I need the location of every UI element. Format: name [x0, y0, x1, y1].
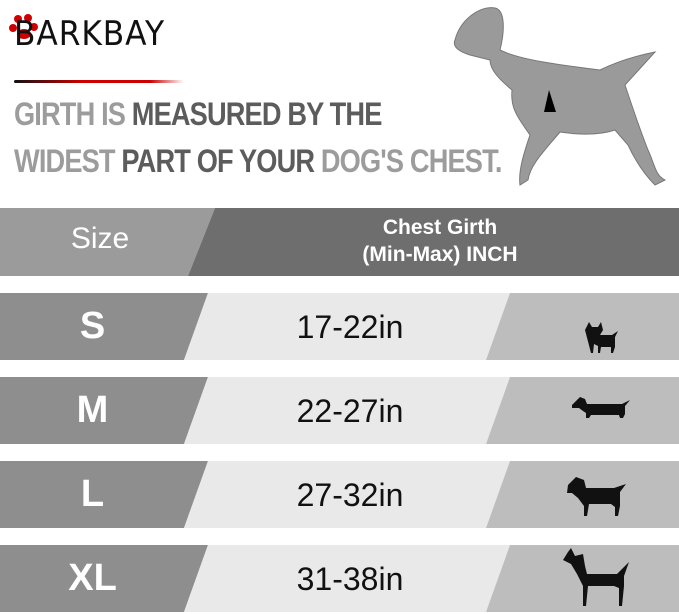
size-cell: [0, 377, 208, 444]
headline-text: PART OF YOUR: [121, 143, 321, 179]
headline-line-1: GIRTH IS MEASURED BY THE: [14, 96, 383, 133]
dachshund-icon: [572, 397, 630, 418]
header-size-cell: [0, 208, 215, 276]
girth-column-header: Chest Girth (Min-Max) INCH: [250, 214, 630, 268]
girth-value: 31-38in: [296, 561, 404, 597]
size-cell: [0, 461, 208, 528]
dog-cell: [486, 293, 679, 360]
measuring-dog-icon: [453, 7, 667, 186]
size-label: M: [76, 389, 109, 431]
headline-text: DOG'S CHEST.: [320, 143, 502, 179]
size-cell: [0, 545, 208, 612]
size-column-header: Size: [70, 222, 130, 255]
girth-value: 27-32in: [296, 477, 404, 513]
headline-text: MEASURED BY THE: [131, 96, 383, 132]
girth-header-line-2: (Min-Max) INCH: [362, 243, 518, 266]
size-label: XL: [68, 557, 117, 599]
headline-text: GIRTH IS: [14, 96, 132, 132]
girth-marker-icon: [544, 90, 556, 112]
girth-cell: [184, 545, 510, 612]
girth-value: 22-27in: [296, 393, 404, 429]
girth-cell: [184, 377, 510, 444]
labrador-icon: [567, 477, 626, 516]
girth-value: 17-22in: [296, 309, 404, 345]
size-label: L: [80, 473, 105, 515]
logo-underline: [14, 80, 184, 83]
header-girth-cell: [188, 208, 679, 276]
paw-logo-icon: [9, 14, 38, 39]
great-dane-icon: [563, 548, 629, 606]
size-cell: [0, 293, 208, 360]
girth-cell: [184, 461, 510, 528]
girth-cell: [184, 293, 510, 360]
headline-text: WIDEST: [14, 143, 122, 179]
girth-header-line-1: Chest Girth: [382, 216, 498, 239]
chihuahua-icon: [585, 322, 618, 353]
size-label: S: [79, 305, 106, 347]
headline-line-2: WIDEST PART OF YOUR DOG'S CHEST.: [14, 143, 502, 180]
brand-logo: BARKBAY: [14, 14, 166, 54]
